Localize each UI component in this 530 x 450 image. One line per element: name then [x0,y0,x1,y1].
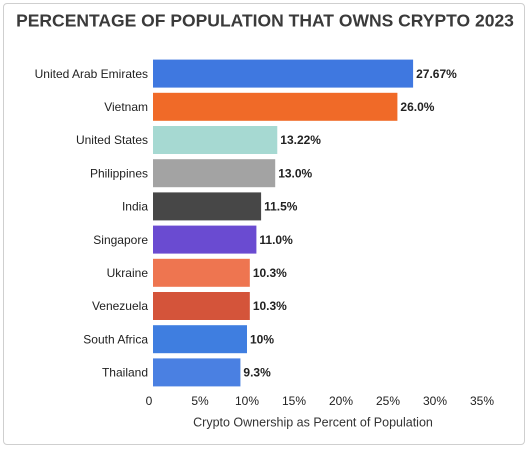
chart-frame [3,3,525,445]
y-tick-label: Vietnam [104,100,148,114]
x-axis-label: Crypto Ownership as Percent of Populatio… [193,415,433,429]
bar [153,258,250,287]
y-tick-label: Philippines [90,166,148,180]
bar [153,59,414,88]
value-label: 10.3% [253,266,287,280]
x-tick-label: 30% [423,394,447,408]
value-label: 13.0% [278,166,312,180]
y-tick-label: India [122,200,148,214]
y-tick-label: United States [76,133,148,147]
bar [153,126,278,154]
x-tick-label: 5% [191,394,209,408]
value-label: 10.3% [253,299,287,313]
bar [153,358,241,387]
bar [153,159,276,188]
x-tick-label: 0 [146,394,153,408]
bar [153,192,262,221]
y-tick-label: Venezuela [92,299,148,313]
y-tick-label: South Africa [83,332,148,346]
value-label: 27.67% [416,67,457,81]
x-tick-label: 20% [329,394,353,408]
chart-title: PERCENTAGE OF POPULATION THAT OWNS CRYPT… [16,11,514,31]
value-label: 13.22% [280,133,321,147]
y-tick-label: Singapore [93,233,148,247]
value-label: 26.0% [400,100,434,114]
bar [153,92,398,121]
value-label: 11.5% [264,200,298,214]
x-tick-label: 25% [376,394,400,408]
x-tick-label: 10% [235,394,259,408]
value-label: 9.3% [243,366,271,380]
bar [153,292,250,320]
bar [153,325,247,354]
x-tick-label: 15% [282,394,306,408]
value-label: 10% [250,332,274,346]
bar [153,225,257,254]
x-tick-label: 35% [470,394,494,408]
y-tick-label: Ukraine [107,266,149,280]
y-tick-label: Thailand [102,366,148,380]
value-label: 11.0% [259,233,293,247]
y-tick-label: United Arab Emirates [35,67,148,81]
